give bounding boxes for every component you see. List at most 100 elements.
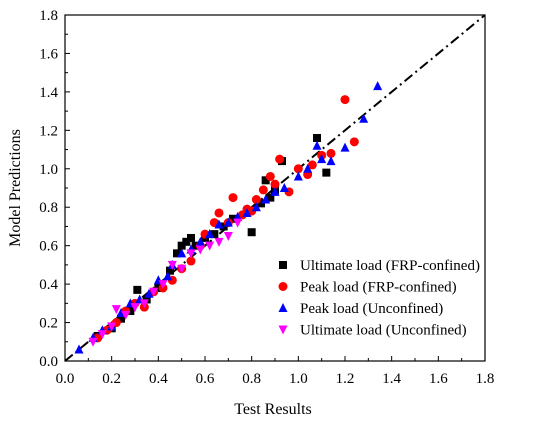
- data-point: [186, 256, 196, 266]
- y-tick-label: 0.2: [39, 316, 58, 332]
- data-point: [258, 185, 268, 195]
- y-axis-label: Model Predictions: [7, 129, 24, 247]
- y-tick-label: 0.4: [39, 277, 58, 293]
- x-tick-label: 0.4: [149, 371, 168, 387]
- x-tick-label: 0.0: [56, 371, 75, 387]
- data-point: [88, 337, 98, 347]
- data-point: [307, 160, 317, 170]
- data-points-group: [74, 81, 383, 354]
- data-point: [270, 186, 280, 196]
- data-point: [261, 176, 270, 185]
- data-point: [373, 81, 383, 91]
- data-point: [228, 193, 238, 203]
- data-point: [195, 245, 205, 255]
- data-point: [313, 134, 321, 143]
- data-point: [191, 241, 200, 250]
- x-tick-label: 1.6: [429, 371, 448, 387]
- x-tick-label: 0.8: [242, 371, 261, 387]
- data-point: [214, 208, 224, 218]
- data-point: [349, 137, 359, 147]
- data-point: [251, 202, 261, 212]
- data-point: [293, 171, 303, 181]
- data-point: [133, 285, 142, 294]
- data-point: [182, 237, 191, 246]
- data-point: [154, 283, 163, 292]
- data-point: [293, 164, 303, 174]
- data-point: [139, 299, 149, 309]
- data-point: [223, 217, 233, 227]
- data-point: [326, 156, 336, 166]
- data-point: [340, 142, 350, 152]
- x-tick-label: 0.2: [102, 371, 121, 387]
- y-tick-label: 1.6: [39, 46, 58, 62]
- data-point: [233, 218, 243, 228]
- data-point: [107, 322, 117, 332]
- data-point: [317, 154, 327, 164]
- legend: Ultimate load (FRP-confined) Peak load (F…: [278, 258, 480, 339]
- data-point: [205, 241, 215, 251]
- data-point: [74, 344, 84, 354]
- data-point: [359, 113, 369, 123]
- data-point: [130, 303, 140, 313]
- y-tick-label: 1.2: [39, 123, 58, 139]
- y-tick-label: 1.0: [39, 162, 58, 178]
- x-axis-label: Test Results: [234, 401, 312, 418]
- data-point: [205, 229, 215, 239]
- data-point: [223, 232, 233, 242]
- data-point: [322, 168, 331, 177]
- data-point: [177, 264, 187, 274]
- data-point: [173, 249, 181, 258]
- data-point: [312, 140, 322, 150]
- data-point: [279, 183, 289, 192]
- x-tick-label: 1.8: [476, 371, 495, 387]
- x-tick-label: 1.2: [336, 371, 355, 387]
- data-point: [214, 219, 224, 229]
- data-point: [177, 248, 187, 258]
- legend-label: Peak load (FRP-confined): [300, 280, 457, 296]
- data-point: [233, 211, 243, 221]
- data-point: [195, 236, 205, 246]
- data-point: [144, 288, 154, 298]
- y-tick-label: 1.4: [39, 85, 58, 101]
- data-point: [121, 310, 131, 320]
- data-point: [117, 314, 125, 323]
- data-point: [111, 305, 121, 315]
- legend-marker: [278, 282, 288, 291]
- x-tick-label: 1.4: [382, 371, 401, 387]
- data-point: [186, 249, 196, 259]
- y-tick-label: 0.6: [39, 239, 58, 255]
- data-point: [303, 163, 313, 173]
- data-point: [265, 171, 275, 181]
- legend-marker: [279, 261, 287, 269]
- data-point: [163, 271, 173, 281]
- y-tick-label: 0.8: [39, 200, 58, 216]
- legend-marker: [278, 325, 288, 335]
- data-point: [266, 193, 275, 202]
- series-triangle-down: [88, 218, 243, 347]
- data-point: [251, 195, 261, 205]
- data-point: [229, 214, 237, 223]
- legend-label: Ultimate load (Unconfined): [300, 323, 467, 339]
- data-point: [247, 228, 256, 237]
- data-point: [270, 179, 280, 189]
- legend-label: Peak load (Unconfined): [300, 301, 443, 317]
- data-point: [166, 266, 174, 275]
- data-point: [187, 233, 195, 242]
- data-point: [326, 148, 336, 158]
- data-point: [126, 307, 135, 316]
- data-point: [275, 154, 285, 164]
- data-point: [97, 330, 107, 340]
- legend-marker: [278, 303, 288, 312]
- data-point: [214, 237, 224, 247]
- axes-group: 0.0 0.2 0.4 0.6 0.8 1.0 1.2 1.4 1.6 1.8 0.0 0.2 0.4 0…: [39, 8, 494, 387]
- data-point: [167, 260, 177, 270]
- data-point: [158, 280, 168, 290]
- data-point: [177, 241, 186, 250]
- x-tick-label: 0.6: [196, 371, 215, 387]
- data-point: [219, 222, 228, 231]
- data-point: [242, 207, 252, 217]
- data-point: [261, 194, 271, 204]
- x-tick-label: 1.0: [289, 371, 308, 387]
- data-point: [210, 230, 219, 239]
- data-point: [257, 199, 265, 208]
